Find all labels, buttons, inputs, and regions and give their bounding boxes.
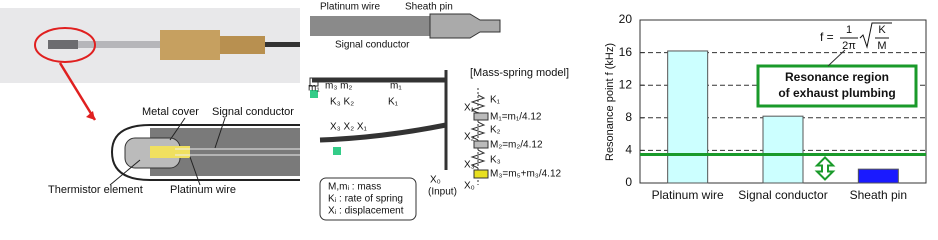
leader <box>214 117 226 149</box>
bar <box>857 168 899 184</box>
label: (Input) <box>428 187 457 198</box>
body <box>220 36 265 54</box>
pin <box>310 16 430 36</box>
label: Metal cover <box>142 106 199 118</box>
range-arrow <box>814 156 836 181</box>
mass-outline <box>309 77 319 87</box>
figure: Metal cover Signal conductor Thermistor … <box>0 2 927 221</box>
outline <box>110 124 300 181</box>
mass <box>310 90 318 98</box>
mass <box>473 112 489 121</box>
leader <box>189 156 201 186</box>
y-tick-label: 8 <box>625 110 632 124</box>
label: M₁=m₁/4.12 <box>490 112 542 123</box>
mass <box>473 140 489 149</box>
label: Sheath pin <box>405 2 453 13</box>
label: K₁ <box>388 97 399 108</box>
y-tick-label: 16 <box>619 45 633 59</box>
sheath <box>78 41 163 48</box>
legend-box <box>319 177 417 221</box>
formula: 2π <box>842 40 856 52</box>
tip <box>48 40 78 49</box>
mass <box>333 147 341 155</box>
y-tick-label: 0 <box>625 175 632 189</box>
leader <box>109 159 141 186</box>
label: Thermistor element <box>48 184 143 196</box>
label: X₃ <box>464 160 475 171</box>
y-tick-label: 4 <box>625 143 632 157</box>
label: m₁ <box>390 81 402 92</box>
label: X₀ <box>464 181 475 192</box>
label: X₁ <box>464 103 475 114</box>
spring <box>470 149 486 169</box>
label: Platinum wire <box>170 184 236 196</box>
chart: Resonance point f (kHz) 0 4 8 12 16 20 Platinu… <box>604 12 927 202</box>
thread <box>160 30 220 60</box>
label: M₂=m₂/4.12 <box>490 140 543 151</box>
label: Signal conductor <box>335 40 410 51</box>
label: K₃ K₂ <box>330 97 354 108</box>
label: M₃=m₅+m₃/4.12 <box>490 169 562 180</box>
label: K₂ <box>490 125 501 136</box>
label: m₁ <box>308 83 320 94</box>
y-tick-label: 20 <box>619 12 633 26</box>
sensor-photo <box>0 8 300 121</box>
label: m₃ m₂ <box>325 81 353 92</box>
sensor-section: Metal cover Signal conductor Thermistor … <box>48 106 300 196</box>
spring <box>470 121 486 141</box>
formula: M <box>877 40 886 52</box>
label: Kᵢ : rate of spring <box>328 194 403 205</box>
label: M,mᵢ : mass <box>328 182 381 193</box>
element <box>150 146 190 158</box>
annotation: Resonance region <box>785 70 889 84</box>
bar <box>667 50 709 184</box>
pin-end <box>429 13 501 39</box>
model-title: [Mass-spring model] <box>470 67 569 79</box>
arrow <box>58 62 97 121</box>
highlight <box>34 27 96 63</box>
arrow-head <box>86 111 95 120</box>
label: Platinum wire <box>320 2 380 13</box>
annotation-box <box>756 64 918 108</box>
label: K₃ <box>490 155 501 166</box>
label: Signal conductor <box>212 106 294 118</box>
label: X₀ <box>430 175 441 186</box>
formula: K <box>878 24 886 36</box>
label: X₃ X₂ X₁ <box>330 122 368 133</box>
label: X₂ <box>464 132 475 143</box>
y-axis-label: Resonance point f (kHz) <box>604 43 616 161</box>
x-tick-label: Platinum wire <box>652 188 724 202</box>
formula: 1 <box>846 24 852 36</box>
bent-beam <box>319 122 447 143</box>
radical <box>859 22 892 49</box>
model: Platinum wire Sheath pin Signal conducto… <box>308 2 569 221</box>
mass <box>473 169 489 179</box>
formula: f = <box>820 30 834 44</box>
x-tick-label: Sheath pin <box>850 188 907 202</box>
spring <box>470 94 486 114</box>
y-tick-label: 12 <box>619 77 633 91</box>
annotation: of exhaust plumbing <box>778 86 895 100</box>
bar <box>762 115 804 184</box>
leader <box>827 49 846 67</box>
x-tick-label: Signal conductor <box>738 188 827 202</box>
cable <box>265 42 300 47</box>
label: Xᵢ : displacement <box>328 206 404 217</box>
leader <box>169 117 186 141</box>
label: K₁ <box>490 95 501 106</box>
